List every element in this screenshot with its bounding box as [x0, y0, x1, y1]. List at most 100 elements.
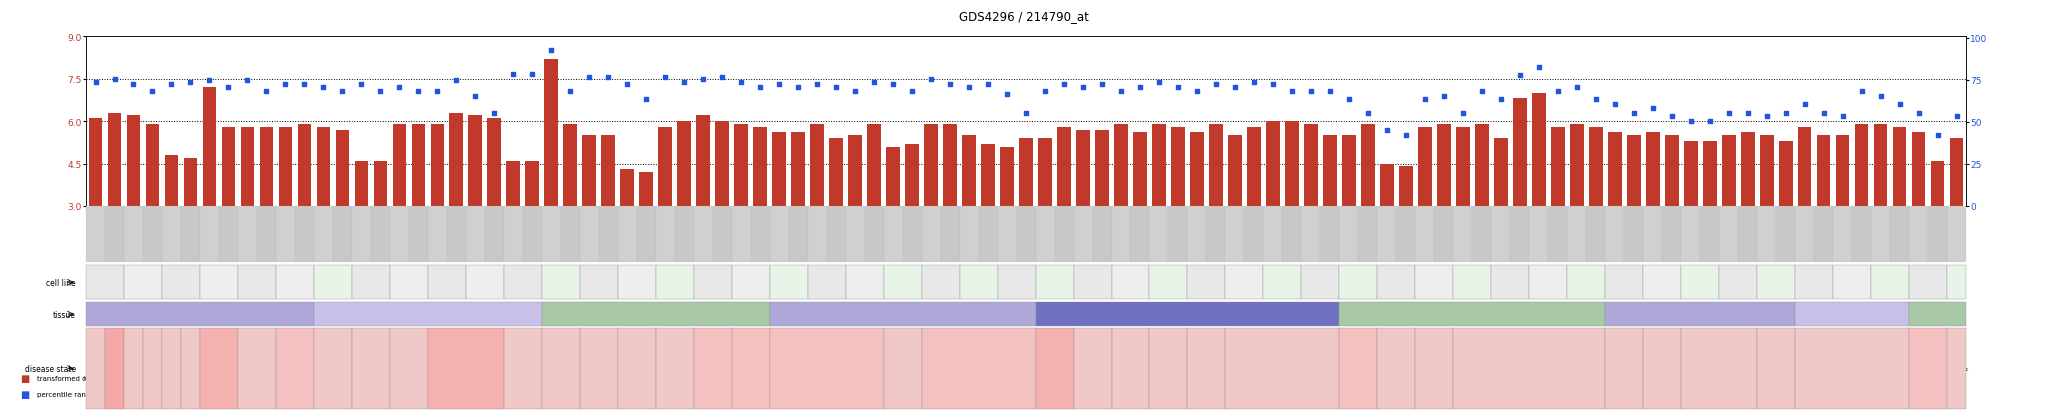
Bar [184, 159, 197, 206]
Point [1561, 85, 1593, 91]
Point [1827, 114, 1860, 120]
Bar [1323, 136, 1337, 206]
Point [1485, 97, 1518, 103]
Text: percentile rank within the sample: percentile rank within the sample [37, 392, 156, 397]
Text: Gliobla
stoma: Gliobla stoma [627, 363, 645, 374]
Text: GSM803741: GSM803741 [588, 226, 592, 243]
Point [1370, 127, 1403, 134]
Bar [715, 122, 729, 206]
Text: GSM803590: GSM803590 [1024, 226, 1028, 242]
Point [1522, 64, 1554, 71]
Point [573, 74, 606, 81]
Point [1845, 88, 1878, 95]
Text: SF_2
95: SF_2 95 [594, 278, 604, 287]
Text: GSM803634: GSM803634 [1176, 226, 1180, 243]
Bar [354, 161, 369, 206]
Text: Lymphoma: Lymphoma [158, 366, 186, 371]
Text: GSM803880: GSM803880 [455, 226, 459, 242]
Bar [1038, 139, 1053, 206]
Point [1276, 88, 1309, 95]
Text: GSM803722: GSM803722 [492, 226, 496, 243]
Text: ovarian: ovarian [1690, 312, 1712, 317]
Bar [735, 125, 748, 206]
Bar [145, 125, 160, 206]
Text: Adenocarcinoma: Adenocarcinoma [348, 366, 393, 371]
Text: GSM803646: GSM803646 [1860, 226, 1864, 243]
Text: NCI_H
522: NCI_H 522 [1579, 278, 1593, 287]
Point [344, 81, 377, 88]
Point [1389, 132, 1421, 139]
Text: Adeno
carcinom
a: Adeno carcinom a [397, 360, 422, 377]
Text: ACHN: ACHN [1122, 280, 1139, 285]
Text: Carcino
ma: Carcino ma [893, 363, 913, 374]
Text: cell line: cell line [47, 278, 76, 287]
Bar [1950, 139, 1964, 206]
Text: GSM803625: GSM803625 [664, 226, 668, 242]
Text: GSM803702: GSM803702 [1708, 226, 1712, 242]
Text: GSM803703: GSM803703 [1765, 226, 1769, 242]
Text: HCT_1
5: HCT_1 5 [895, 278, 909, 287]
Text: GSM803597: GSM803597 [1423, 226, 1427, 242]
Text: GSM803531: GSM803531 [1006, 226, 1010, 242]
Bar [1075, 131, 1090, 206]
Bar [1456, 128, 1470, 206]
Text: colon: colon [895, 312, 911, 317]
Bar [1020, 139, 1032, 206]
Text: GSM803593: GSM803593 [1194, 226, 1198, 242]
Text: Carcinoma: Carcinoma [698, 366, 727, 371]
Text: GSM803683: GSM803683 [625, 226, 629, 243]
Point [952, 85, 985, 91]
Bar [127, 116, 141, 206]
Point [707, 74, 739, 81]
Text: ■: ■ [20, 389, 31, 399]
Bar [1931, 161, 1944, 206]
Point [1884, 102, 1917, 108]
Text: renal: renal [1180, 312, 1196, 317]
Text: BT_5
49: BT_5 49 [328, 278, 338, 287]
Bar [1114, 125, 1128, 206]
Text: GSM803706: GSM803706 [1935, 226, 1939, 242]
Text: GSM803675: GSM803675 [170, 226, 174, 242]
Text: Acute
lympho
blastic
leukemia: Acute lympho blastic leukemia [84, 357, 106, 380]
Point [1124, 85, 1157, 91]
Point [1769, 110, 1802, 116]
Text: SW_62
0: SW_62 0 [1010, 278, 1024, 287]
Text: GSM803764: GSM803764 [1898, 226, 1903, 243]
Bar [393, 125, 406, 206]
Text: GSM803598: GSM803598 [1481, 226, 1485, 242]
Point [1333, 97, 1366, 103]
Text: GSM803626: GSM803626 [721, 226, 725, 243]
Point [1446, 110, 1479, 116]
Text: SF_2
68: SF_2 68 [555, 278, 567, 287]
Bar [430, 125, 444, 206]
Bar [260, 128, 272, 206]
Text: LOX_I
MVI: LOX_I MVI [1921, 278, 1935, 287]
Bar [1835, 136, 1849, 206]
Text: Glial
cell neo
plasm: Glial cell neo plasm [512, 360, 532, 377]
Text: prostate: prostate [1839, 312, 1864, 317]
Bar [1892, 128, 1907, 206]
Bar [829, 139, 844, 206]
Text: K_562: K_562 [285, 280, 305, 285]
Point [858, 80, 891, 86]
Bar [164, 156, 178, 206]
Bar [791, 133, 805, 206]
Text: GSM803633: GSM803633 [1118, 226, 1122, 243]
Text: non-small cell lung: non-small cell lung [1444, 312, 1501, 317]
Point [668, 80, 700, 86]
Text: Glioblastoma: Glioblastoma [449, 366, 483, 371]
Point [686, 76, 719, 83]
Text: disease state: disease state [25, 364, 76, 373]
Text: Carcino
sarcoma: Carcino sarcoma [246, 363, 268, 374]
Point [743, 85, 776, 91]
Text: Adenocarcinoma: Adenocarcinoma [272, 366, 317, 371]
Bar [506, 161, 520, 206]
Bar [1362, 125, 1374, 206]
Bar [373, 161, 387, 206]
Point [326, 88, 358, 95]
Text: GSM803599: GSM803599 [1536, 226, 1540, 242]
Point [1712, 110, 1745, 116]
Bar [981, 145, 995, 206]
Point [1655, 114, 1688, 120]
Text: GSM803542: GSM803542 [1632, 226, 1636, 242]
